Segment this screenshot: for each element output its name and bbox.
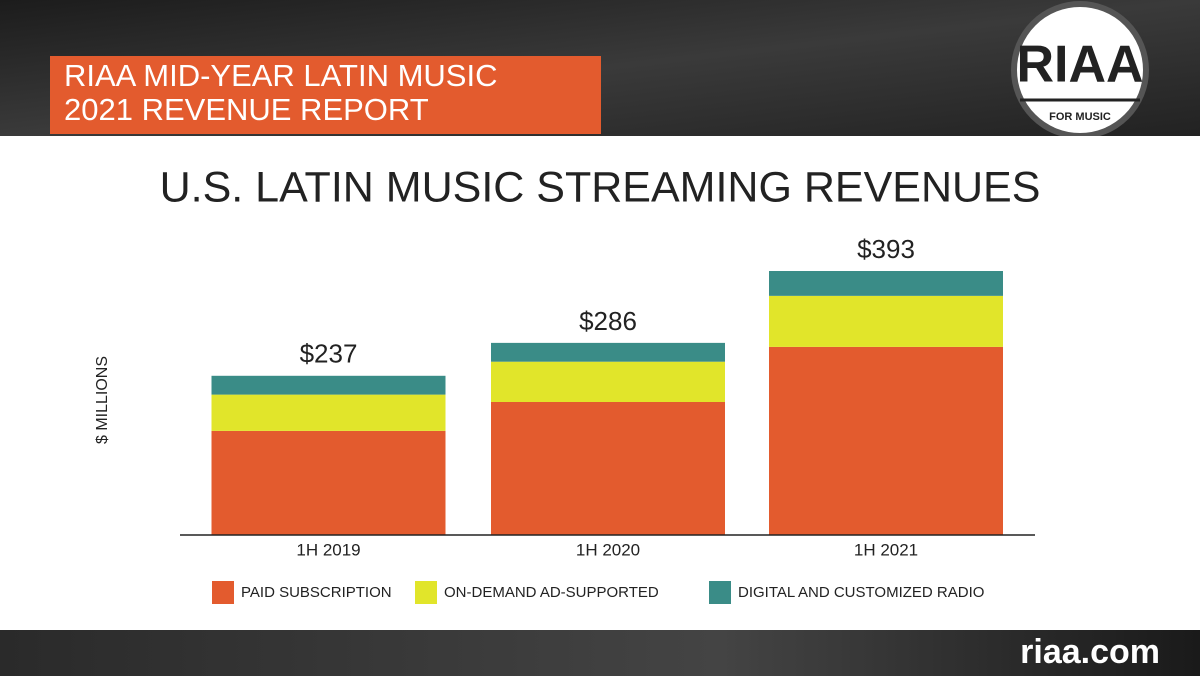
total-label: $393	[857, 234, 915, 264]
bar-segment	[769, 346, 1003, 535]
footer-site: riaa.com	[1020, 633, 1160, 671]
footer-band	[0, 630, 1200, 676]
bar-segment	[211, 375, 446, 395]
x-tick-label: 1H 2021	[854, 540, 918, 559]
chart-title: U.S. LATIN MUSIC STREAMING REVENUES	[160, 163, 1041, 211]
bar-segment	[211, 430, 446, 535]
bar-segment	[491, 342, 725, 362]
bar-segment	[491, 401, 725, 535]
total-label: $286	[579, 306, 637, 336]
legend-label: DIGITAL AND CUSTOMIZED RADIO	[738, 584, 984, 601]
legend-label: ON-DEMAND AD-SUPPORTED	[444, 584, 659, 601]
bar-segment	[769, 295, 1003, 347]
x-tick-label: 1H 2019	[296, 540, 360, 559]
header-line: RIAA MID-YEAR LATIN MUSIC	[64, 58, 498, 93]
y-axis-label: $ MILLIONS	[94, 356, 111, 444]
legend-swatch	[212, 581, 234, 604]
legend-swatch	[709, 581, 731, 604]
bar-segment	[769, 271, 1003, 296]
logo-name: RIAA	[1016, 36, 1143, 94]
plot: $237 1H 2019 $286 1H 2020 $393 1H 2021 PAID SU…	[180, 234, 1035, 604]
bar-segment	[211, 394, 446, 431]
bar-segment	[491, 361, 725, 402]
header-banner	[50, 56, 601, 134]
legend-swatch	[415, 581, 437, 604]
header-line: 2021 REVENUE REPORT	[64, 92, 429, 127]
legend-label: PAID SUBSCRIPTION	[241, 584, 392, 601]
total-label: $237	[300, 339, 358, 369]
logo-tagline: FOR MUSIC	[1049, 111, 1111, 123]
x-tick-label: 1H 2020	[576, 540, 640, 559]
